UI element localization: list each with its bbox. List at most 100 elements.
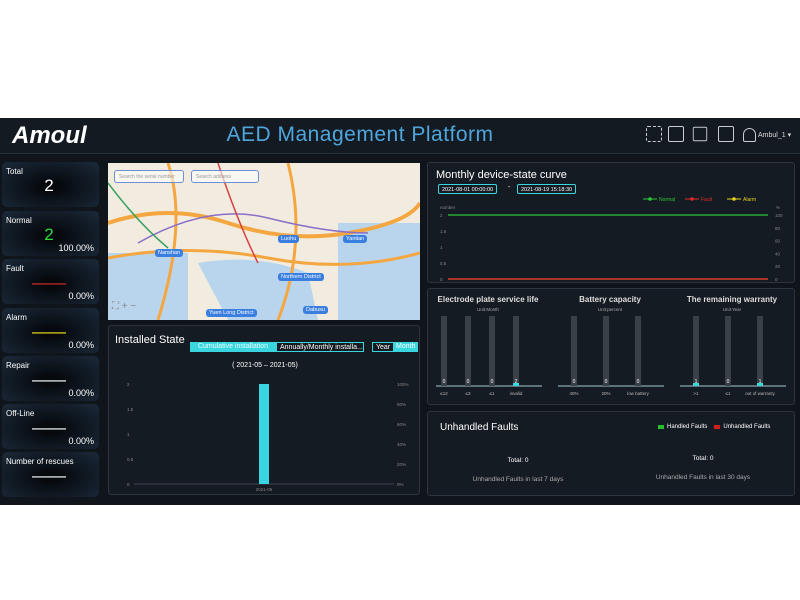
card-value: —— bbox=[32, 418, 66, 437]
total-30: Total: 0 bbox=[692, 455, 714, 462]
gauges-panel: Electrode plate service life Unit:Month 0 ≤… bbox=[427, 288, 795, 405]
tab-annual-monthly[interactable]: Annually/Monthly installa... bbox=[276, 342, 364, 352]
y2-tick: 60 bbox=[775, 239, 781, 244]
y-axis-label: number bbox=[440, 205, 456, 210]
map-label[interactable]: Northern District bbox=[278, 273, 324, 281]
y2-tick: 100 bbox=[775, 213, 783, 218]
gauge-bar bbox=[513, 383, 519, 386]
gauge-track bbox=[635, 316, 641, 386]
gauge-value: 2 bbox=[515, 379, 518, 385]
map-label[interactable]: Nanshan bbox=[155, 249, 184, 257]
map-roads: ⛶ + − bbox=[108, 163, 420, 320]
logo: Amoul bbox=[12, 122, 87, 149]
gauge-track bbox=[489, 316, 495, 386]
stat-card-off-line[interactable]: Off-Line —— 0.00% bbox=[2, 404, 99, 449]
gauge-category: >1 bbox=[693, 391, 699, 396]
user-menu[interactable]: Ambul_1 ▾ bbox=[743, 128, 791, 142]
gauge-track bbox=[757, 316, 763, 386]
stat-card-number-of-rescues[interactable]: Number of rescues —— bbox=[2, 452, 99, 497]
stat-card-repair[interactable]: Repair —— 0.00% bbox=[2, 356, 99, 401]
card-label: Normal bbox=[6, 216, 32, 225]
card-percent: 0.00% bbox=[68, 388, 94, 398]
gauge-value: 0 bbox=[491, 379, 494, 385]
legend-fault: Fault bbox=[701, 197, 713, 203]
qr-code-icon[interactable] bbox=[668, 126, 684, 142]
y-tick: 0.5 bbox=[440, 261, 447, 266]
legend-alarm: Alarm bbox=[743, 197, 756, 203]
gauge-value: 0 bbox=[727, 379, 730, 385]
stat-card-fault[interactable]: Fault —— 0.00% bbox=[2, 259, 99, 304]
bar bbox=[259, 384, 269, 484]
gauge-category: out of warranty bbox=[745, 391, 776, 396]
stat-card-total[interactable]: Total 2 bbox=[2, 162, 99, 207]
card-percent: 0.00% bbox=[68, 340, 94, 350]
map-label[interactable]: Dabusu bbox=[303, 306, 328, 314]
serial-search-input[interactable]: Search the serial number bbox=[114, 170, 184, 183]
y2-tick: 20% bbox=[397, 462, 406, 467]
y-tick: 1.5 bbox=[127, 407, 134, 412]
device-state-panel: Monthly device-state curve 2021-08-01 00… bbox=[427, 162, 795, 283]
card-value: 2 bbox=[44, 225, 54, 244]
map-label[interactable]: Luohu bbox=[278, 235, 300, 243]
username: Ambul_1 bbox=[758, 131, 786, 139]
card-label: Off-Line bbox=[6, 409, 35, 418]
stat-card-alarm[interactable]: Alarm —— 0.00% bbox=[2, 308, 99, 353]
page-title: AED Management Platform bbox=[226, 123, 494, 146]
stat-card-normal[interactable]: Normal 2 100.00% bbox=[2, 211, 99, 256]
gauge-value: 0 bbox=[637, 379, 640, 385]
monitor-icon[interactable] bbox=[718, 126, 734, 142]
gauge-value: 0 bbox=[467, 379, 470, 385]
x-tick: 2021-05 bbox=[256, 487, 273, 492]
start-date-input[interactable]: 2021-08-01 00:00:00 bbox=[438, 184, 498, 194]
installed-state-panel: Installed State Cumulative installation … bbox=[108, 325, 420, 495]
year-button[interactable]: Year bbox=[372, 342, 395, 352]
installed-title: Installed State bbox=[115, 334, 185, 346]
gauge-value: 0 bbox=[443, 379, 446, 385]
map[interactable]: ⛶ + − Search the serial number Search ad… bbox=[108, 163, 420, 320]
y2-tick: 40% bbox=[397, 442, 406, 447]
legend-marker bbox=[690, 197, 694, 201]
address-search-input[interactable]: Search address bbox=[191, 170, 259, 183]
user-icon bbox=[743, 128, 756, 142]
card-label: Total bbox=[6, 167, 23, 176]
gauge-title: Battery capacity bbox=[579, 295, 641, 304]
card-label: Number of rescues bbox=[6, 457, 74, 466]
gauge-track bbox=[693, 316, 699, 386]
unhandled-legend-swatch bbox=[714, 425, 721, 429]
card-label: Repair bbox=[6, 361, 30, 370]
device-state-chart: number%00.511.520204060801002021-08-0220… bbox=[440, 197, 783, 282]
y-tick: 1 bbox=[127, 432, 130, 437]
caret-down-icon: ▾ bbox=[787, 132, 792, 139]
y2-tick: 0% bbox=[397, 482, 404, 487]
gauge-value: 0 bbox=[605, 379, 608, 385]
month-button[interactable]: Month bbox=[393, 342, 419, 352]
fullscreen-icon[interactable] bbox=[646, 126, 662, 142]
home-icon[interactable] bbox=[692, 126, 708, 142]
card-percent: 100.00% bbox=[58, 243, 94, 253]
gauge-category: low battery bbox=[627, 391, 650, 396]
y2-tick: 40 bbox=[775, 251, 781, 256]
map-label[interactable]: Yantian bbox=[343, 235, 368, 243]
legend-marker bbox=[648, 197, 652, 201]
handled-legend-swatch bbox=[658, 425, 664, 429]
card-percent: 0.00% bbox=[68, 436, 94, 446]
legend-unhandled: Unhandled Faults bbox=[723, 424, 771, 430]
gauge-title: The remaining warranty bbox=[686, 295, 778, 304]
y-tick: 0.5 bbox=[127, 457, 134, 462]
map-label[interactable]: Yuen Long District bbox=[206, 309, 257, 317]
total-7: Total: 0 bbox=[507, 457, 529, 464]
gauge-category: 40% bbox=[569, 391, 578, 396]
gauge-track bbox=[441, 316, 447, 386]
y-tick: 2 bbox=[127, 382, 130, 387]
y2-tick: 20 bbox=[775, 264, 781, 269]
installed-range: ( 2021-05 – 2021-05) bbox=[232, 362, 298, 369]
card-value: —— bbox=[32, 273, 66, 292]
gauge-category: ≤3 bbox=[466, 391, 471, 396]
tab-cumulative[interactable]: Cumulative installation bbox=[190, 342, 276, 352]
label-30: Unhandled Faults in last 30 days bbox=[655, 474, 751, 481]
label-7: Unhandled Faults in last 7 days bbox=[472, 476, 564, 483]
end-date-input[interactable]: 2021-08-19 15:18:30 bbox=[517, 184, 577, 194]
gauge-track bbox=[571, 316, 577, 386]
header: Amoul AED Management Platform Ambul_1 ▾ bbox=[0, 118, 800, 154]
